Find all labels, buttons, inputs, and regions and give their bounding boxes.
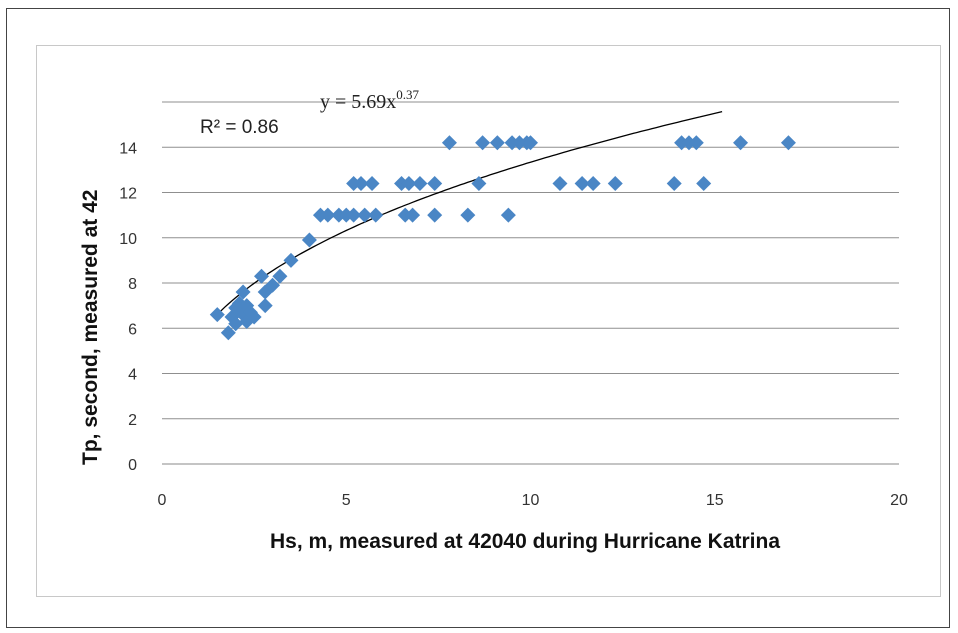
data-point xyxy=(441,135,457,151)
y-tick-4: 4 xyxy=(128,367,137,384)
data-point xyxy=(475,135,491,151)
trendline-label: y = 5.69x0.37 R² = 0.86 xyxy=(200,87,420,138)
data-point xyxy=(696,175,712,191)
data-point xyxy=(272,268,288,284)
y-tick-2: 2 xyxy=(128,412,137,429)
x-tick-0: 0 xyxy=(158,492,167,509)
data-point xyxy=(209,307,225,323)
power-trendline xyxy=(213,110,723,319)
y-axis-label: Tp, second, measured at 42 xyxy=(79,190,102,465)
data-point xyxy=(500,207,516,223)
data-point xyxy=(471,175,487,191)
trendline-exponent: 0.37 xyxy=(396,87,419,102)
data-point xyxy=(523,135,538,151)
r-squared-label: R² = 0.86 xyxy=(200,117,279,138)
x-axis-label: Hs, m, measured at 42040 during Hurrican… xyxy=(270,530,780,553)
data-point xyxy=(489,135,505,151)
data-point xyxy=(257,298,273,314)
y-tick-14: 14 xyxy=(119,140,137,157)
chart-area xyxy=(36,45,941,597)
x-tick-labels: 0 5 10 15 20 xyxy=(158,492,908,509)
chart-frame xyxy=(6,8,950,628)
data-point xyxy=(353,175,369,191)
data-point xyxy=(688,135,704,151)
trendline-equation: y = 5.69x0.37 xyxy=(320,87,420,113)
data-point xyxy=(265,277,281,293)
data-point xyxy=(253,268,269,284)
data-point xyxy=(585,175,601,191)
x-tick-15: 15 xyxy=(706,492,724,509)
data-point xyxy=(368,207,384,223)
y-tick-0: 0 xyxy=(128,457,137,474)
data-point xyxy=(235,284,251,300)
data-point xyxy=(246,309,262,325)
data-point xyxy=(574,175,590,191)
y-tick-6: 6 xyxy=(128,321,137,338)
data-point xyxy=(364,175,380,191)
data-point xyxy=(427,175,443,191)
data-point xyxy=(228,316,244,332)
data-point xyxy=(346,207,362,223)
data-point xyxy=(780,135,796,151)
data-point xyxy=(405,207,421,223)
data-point xyxy=(427,207,443,223)
data-point xyxy=(552,175,568,191)
data-point xyxy=(320,207,336,223)
data-point xyxy=(357,207,373,223)
data-point xyxy=(666,175,682,191)
data-point xyxy=(220,325,236,341)
x-tick-5: 5 xyxy=(342,492,351,509)
data-point xyxy=(401,175,417,191)
y-tick-10: 10 xyxy=(119,231,137,248)
data-point xyxy=(733,135,749,151)
data-point xyxy=(460,207,476,223)
x-tick-20: 20 xyxy=(890,492,908,509)
data-points xyxy=(209,135,796,341)
y-tick-labels: 0 2 4 6 8 10 12 14 xyxy=(119,140,137,474)
data-point xyxy=(301,232,317,248)
data-point xyxy=(283,252,299,268)
y-tick-12: 12 xyxy=(119,186,137,203)
data-point xyxy=(607,175,623,191)
x-tick-10: 10 xyxy=(522,492,540,509)
y-tick-8: 8 xyxy=(128,276,137,293)
data-point xyxy=(412,175,428,191)
